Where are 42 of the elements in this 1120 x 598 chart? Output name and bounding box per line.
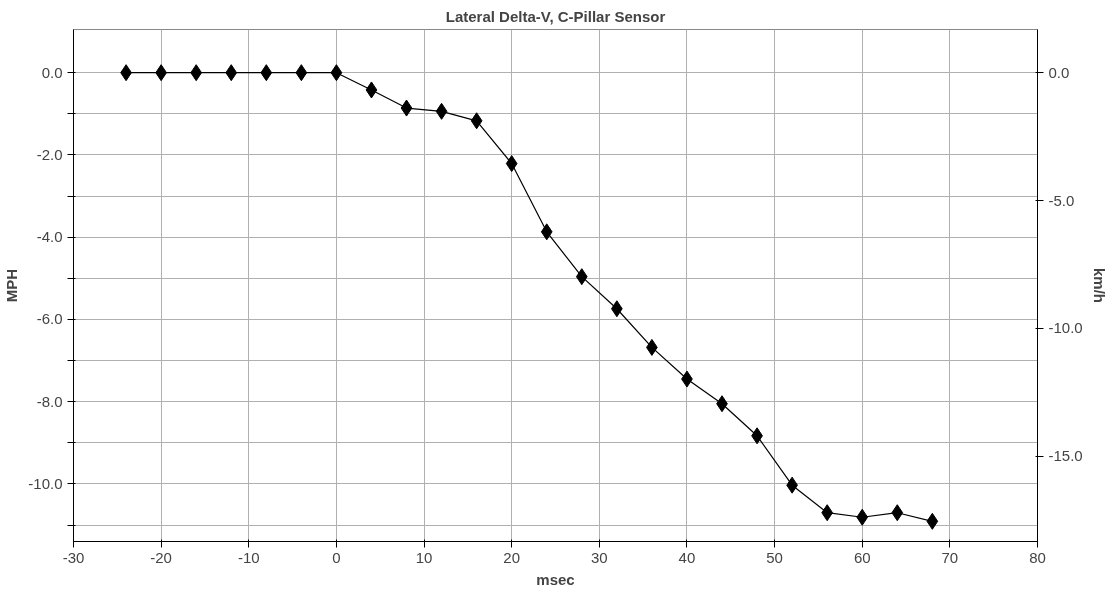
- x-tick-label: 70: [941, 548, 959, 566]
- point: [260, 64, 273, 82]
- point: [575, 268, 588, 286]
- point: [821, 504, 834, 522]
- x-tick-label: 80: [1029, 548, 1046, 566]
- y-tick-label: -2.0: [36, 145, 63, 163]
- point: [400, 99, 413, 117]
- point: [926, 512, 939, 530]
- y2-tick-label: 0.0: [1048, 63, 1070, 81]
- y2-tick-label: -5.0: [1048, 191, 1075, 209]
- y-tick-label: -10.0: [28, 474, 63, 492]
- x-tick-label: 50: [766, 548, 783, 566]
- y-tick-label: -4.0: [36, 228, 63, 246]
- point: [190, 64, 203, 82]
- point: [295, 64, 308, 82]
- point: [435, 102, 448, 120]
- y-tick-label: 0.0: [41, 63, 63, 81]
- x-tick-label: -20: [150, 548, 172, 566]
- x-tick-label: 20: [503, 548, 521, 566]
- y-tick-label: -8.0: [36, 392, 63, 410]
- point: [540, 223, 553, 241]
- x-tick-label: -30: [62, 548, 85, 566]
- y-tick-label: -6.0: [36, 310, 63, 328]
- point: [470, 112, 483, 130]
- point: [891, 504, 904, 522]
- x-tick-label: 40: [678, 548, 696, 566]
- x-tick-label: 0: [332, 548, 341, 566]
- x-axis-title: msec: [536, 570, 575, 588]
- y2-tick-label: -15.0: [1048, 447, 1083, 465]
- x-tick-label: -10: [237, 548, 260, 566]
- point: [330, 64, 343, 82]
- point: [365, 81, 378, 99]
- y2-tick-label: -10.0: [1048, 319, 1083, 337]
- x-tick-label: 60: [853, 548, 871, 566]
- x-tick-label: 10: [415, 548, 433, 566]
- chart-title: Lateral Delta-V, C-Pillar Sensor: [445, 7, 666, 25]
- x-tick-label: 30: [590, 548, 608, 566]
- point: [225, 64, 238, 82]
- point: [856, 508, 869, 526]
- y2-axis-title: km/h: [1090, 268, 1108, 304]
- point: [505, 155, 518, 173]
- y-axis-title: MPH: [3, 268, 21, 303]
